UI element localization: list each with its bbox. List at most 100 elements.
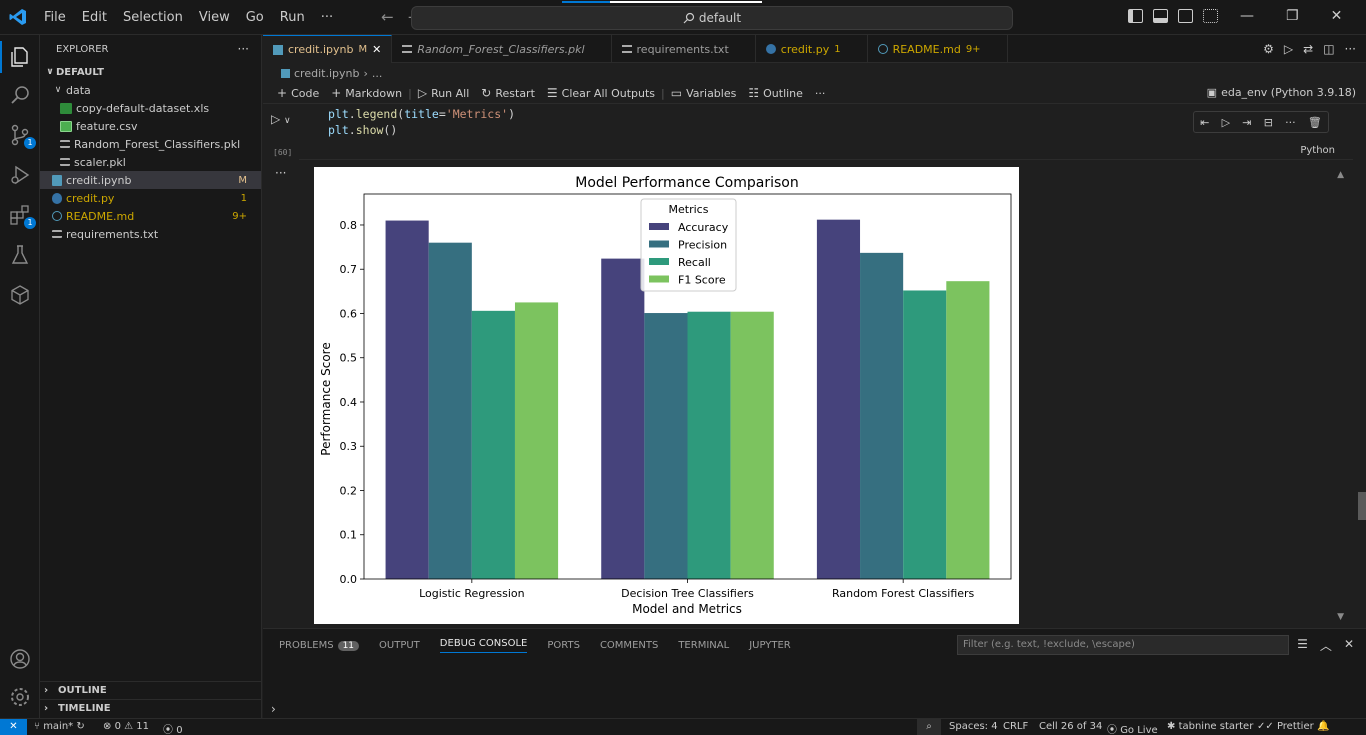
tree-item-credit-ipynb[interactable]: credit.ipynb M [40,171,261,189]
account-icon[interactable] [8,647,32,671]
run-cell-button[interactable]: ▷ ∨ [271,112,291,126]
problems-status[interactable]: ⊗ 0 ⚠ 11 [103,721,150,732]
tree-item-pkl[interactable]: Random_Forest_Classifiers.pkl [40,135,261,153]
run-above-icon[interactable]: ⇤ [1200,115,1210,129]
branch-status[interactable]: ⑂ main* ↻ [34,721,85,732]
settings-gear-icon[interactable] [8,685,32,709]
vertical-scrollbar[interactable] [1358,104,1366,628]
minimize-icon[interactable]: — [1240,8,1254,24]
close-tab-icon[interactable]: ✕ [372,43,382,56]
panel-tab-output[interactable]: OUTPUT [379,640,420,651]
command-center-search[interactable]: default [411,1,1013,30]
go-live-status[interactable]: ⦿ Go Live [1107,725,1158,735]
toggle-secondary-sidebar-icon[interactable] [1178,9,1193,23]
remote-indicator-icon[interactable]: ✕ [0,719,27,735]
clear-outputs-button[interactable]: ☰ Clear All Outputs [546,86,656,100]
run-debug-icon[interactable] [8,163,32,187]
variables-button[interactable]: ▭ Variables [670,86,737,100]
toggle-panel-icon[interactable] [1153,9,1168,23]
add-markdown-button[interactable]: + Markdown [331,86,403,100]
customize-layout-icon[interactable] [1203,9,1218,23]
restore-icon[interactable]: ❐ [1286,8,1299,24]
menu-view[interactable]: View [198,9,230,25]
panel-tab-comments[interactable]: COMMENTS [599,640,659,651]
bar-f1-score [514,302,559,579]
prettier-status[interactable]: ✓✓ Prettier [1257,721,1314,732]
tree-root-default[interactable]: ∨ DEFAULT [40,63,261,81]
testing-flask-icon[interactable] [8,243,32,267]
menu-go[interactable]: Go [245,9,264,25]
panel-tab-jupyter[interactable]: JUPYTER [749,640,791,651]
compare-changes-icon[interactable]: ⇄ [1303,42,1314,56]
tab-credit-ipynb[interactable]: credit.ipynb M ✕ [263,35,393,63]
menu-selection[interactable]: Selection [122,9,183,25]
tab-credit-py[interactable]: credit.py 1 [756,35,868,63]
cell-language-label[interactable]: Python [1300,145,1335,156]
toolbar-more-button[interactable]: ··· [814,86,826,100]
scroll-down-icon[interactable]: ▼ [1337,612,1344,622]
run-icon[interactable]: ▷ [1283,42,1294,56]
delete-cell-icon[interactable]: 🗑 [1307,115,1322,129]
menu-file[interactable]: File [44,9,66,25]
tab-readme[interactable]: README.md 9+ [868,35,1008,63]
scroll-up-icon[interactable]: ▲ [1337,170,1344,180]
tree-item-xls[interactable]: copy-default-dataset.xls [40,99,261,117]
run-all-button[interactable]: ▷ Run All [417,86,470,100]
panel-tab-problems[interactable]: PROBLEMS 11 [279,640,360,651]
tree-folder-data[interactable]: ∨ data [40,81,261,99]
menu-run[interactable]: Run [279,9,305,25]
panel-tab-ports[interactable]: PORTS [547,640,580,651]
tabnine-status[interactable]: ✱ tabnine starter [1167,721,1254,732]
kernel-picker[interactable]: ▣ eda_env (Python 3.9.18) [1206,86,1356,99]
tree-item-readme[interactable]: README.md 9+ [40,207,261,225]
tab-requirements[interactable]: requirements.txt [612,35,756,63]
indentation-status[interactable]: Spaces: 4 [949,721,998,732]
tree-item-scaler[interactable]: scaler.pkl [40,153,261,171]
close-panel-icon[interactable]: ✕ [1343,637,1354,651]
split-editor-icon[interactable]: ◫ [1323,42,1335,56]
maximize-panel-icon[interactable]: ︿ [1319,639,1332,653]
tree-item-csv[interactable]: feature.csv [40,117,261,135]
zoom-icon[interactable]: ⌕ [917,719,941,735]
output-more-icon[interactable]: ··· [275,166,287,180]
add-code-button[interactable]: + Code [277,86,320,100]
more-actions-icon[interactable]: ··· [1344,42,1356,56]
source-control-icon[interactable]: 1 [8,123,36,149]
timeline-section[interactable]: › TIMELINE [40,699,262,717]
run-cell-icon[interactable]: ▷ [1221,115,1231,129]
console-prompt-icon[interactable]: › [271,702,276,716]
code-cell[interactable]: plt.legend(title='Metrics') plt.show() P… [299,104,1353,160]
tree-item-credit-py[interactable]: credit.py 1 [40,189,261,207]
cell-position-status[interactable]: Cell 26 of 34 [1039,721,1103,732]
menu-more[interactable]: ··· [320,9,334,25]
explorer-icon[interactable] [0,41,32,73]
breadcrumb-more[interactable]: ... [371,66,383,80]
gear-icon[interactable]: ⚙ [1263,42,1274,56]
breadcrumb-file[interactable]: credit.ipynb [294,66,360,80]
explorer-more-icon[interactable]: ··· [237,42,249,56]
csv-file-icon [60,120,72,132]
scm-badge: 1 [24,137,36,149]
eol-status[interactable]: CRLF [1003,721,1029,732]
clear-console-icon[interactable]: ☰ [1297,637,1308,651]
remote-explorer-icon[interactable] [8,283,32,307]
tree-item-requirements[interactable]: requirements.txt [40,225,261,243]
outline-section[interactable]: › OUTLINE [40,681,262,699]
outline-button[interactable]: ☷ Outline [748,86,803,100]
restart-button[interactable]: ↻ Restart [481,86,535,100]
back-arrow-icon[interactable]: ← [381,8,394,26]
extensions-icon[interactable]: 1 [8,203,36,229]
run-below-icon[interactable]: ⇥ [1242,115,1252,129]
search-icon[interactable] [8,83,32,107]
toggle-primary-sidebar-icon[interactable] [1128,9,1143,23]
panel-tab-terminal[interactable]: TERMINAL [678,640,730,651]
panel-tab-debug-console[interactable]: DEBUG CONSOLE [439,638,528,653]
menu-edit[interactable]: Edit [81,9,107,25]
tab-random-forest-pkl[interactable]: Random_Forest_Classifiers.pkl [392,35,612,63]
cell-more-icon[interactable]: ··· [1285,115,1296,129]
console-filter-input[interactable]: Filter (e.g. text, !exclude, \escape) [957,635,1289,655]
ports-status[interactable]: ⦿ 0 [163,725,183,735]
close-window-icon[interactable]: ✕ [1330,8,1343,24]
notifications-bell-icon[interactable]: 🔔 [1317,721,1330,732]
split-cell-icon[interactable]: ⊟ [1263,115,1273,129]
